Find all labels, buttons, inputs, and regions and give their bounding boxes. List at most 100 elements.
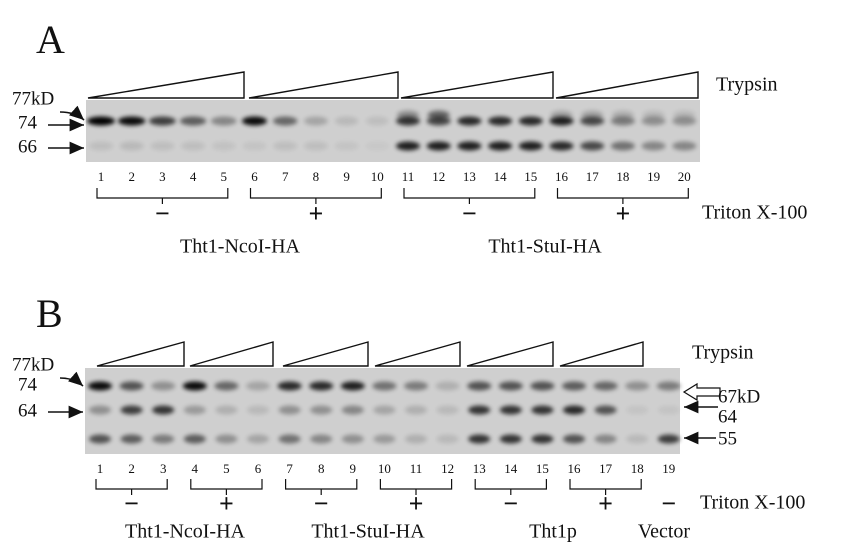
lane-number: 9 — [343, 169, 350, 184]
bracket — [285, 479, 358, 495]
band — [211, 116, 237, 126]
triton-sign: − — [661, 489, 676, 518]
band — [278, 405, 301, 415]
band — [642, 110, 665, 120]
band — [626, 434, 649, 444]
bracket — [96, 188, 229, 204]
band — [303, 141, 328, 151]
lane-number: 13 — [463, 169, 476, 184]
marker-label: 74 — [18, 374, 38, 395]
band — [531, 405, 554, 415]
band — [309, 381, 334, 391]
marker-label: 77kD — [12, 354, 54, 375]
trypsin-wedge — [374, 341, 461, 367]
band — [152, 434, 175, 444]
band — [673, 110, 696, 120]
band — [562, 381, 586, 391]
lane-number: 1 — [97, 461, 104, 476]
lane-number: 6 — [255, 461, 262, 476]
lane-number: 8 — [318, 461, 325, 476]
band — [310, 434, 333, 444]
band — [304, 116, 328, 126]
band — [149, 116, 176, 126]
lane-number: 2 — [128, 169, 135, 184]
trypsin-wedge — [282, 341, 369, 367]
triton-sign: + — [409, 489, 424, 518]
lane-number: 18 — [616, 169, 629, 184]
band — [215, 405, 238, 415]
trypsin-wedge — [559, 341, 644, 367]
treatment-label: Trypsin — [692, 342, 754, 364]
band — [550, 110, 573, 120]
band — [467, 381, 492, 391]
band — [273, 141, 298, 151]
band — [580, 141, 605, 151]
lane-number: 12 — [432, 169, 445, 184]
band — [404, 381, 428, 391]
lane-number: 1 — [98, 169, 105, 184]
construct-label: Tht1-NcoI-HA — [180, 236, 301, 258]
band — [373, 434, 396, 444]
trypsin-wedge — [248, 71, 399, 99]
lane-number: 10 — [378, 461, 391, 476]
band — [672, 141, 697, 151]
bracket — [249, 188, 382, 204]
lane-number: 14 — [504, 461, 518, 476]
band — [89, 405, 111, 415]
lane-number: 11 — [410, 461, 423, 476]
band — [277, 381, 302, 391]
treatment-label: Trypsin — [716, 74, 778, 96]
band — [119, 141, 144, 151]
band — [89, 141, 113, 151]
band — [340, 381, 365, 391]
bracket — [403, 188, 536, 204]
bracket — [95, 479, 168, 495]
band — [518, 141, 543, 151]
band — [183, 405, 206, 415]
band — [120, 405, 143, 415]
triton-sign: − — [462, 199, 477, 228]
band — [246, 381, 270, 391]
band — [625, 381, 650, 391]
lane-number: 7 — [282, 169, 289, 184]
band — [214, 381, 239, 391]
band — [594, 434, 617, 444]
band — [152, 405, 175, 415]
band — [641, 141, 666, 151]
band — [88, 381, 112, 391]
band — [593, 381, 618, 391]
band — [215, 434, 238, 444]
band — [594, 405, 617, 415]
band — [366, 116, 389, 126]
band — [341, 405, 364, 415]
lane-number: 18 — [631, 461, 644, 476]
band — [211, 141, 236, 151]
band — [120, 434, 143, 444]
band — [397, 110, 419, 120]
lane-number: 13 — [473, 461, 486, 476]
band — [334, 141, 359, 151]
band — [405, 434, 427, 444]
marker-label: 64 — [18, 400, 38, 421]
triton-label: Triton X-100 — [700, 492, 805, 514]
band — [373, 405, 396, 415]
arrows — [48, 105, 721, 445]
triton-sign: − — [155, 199, 170, 228]
marker-label: 64 — [718, 406, 738, 427]
lane-number: 11 — [402, 169, 415, 184]
band — [89, 434, 111, 444]
band — [396, 141, 420, 151]
panel-label: B — [36, 291, 63, 336]
band — [150, 141, 175, 151]
band — [341, 434, 364, 444]
lane-number: 20 — [678, 169, 691, 184]
lane-number: 7 — [286, 461, 293, 476]
panel-label: A — [36, 17, 65, 62]
triton-sign: − — [124, 489, 139, 518]
lane-number: 8 — [313, 169, 320, 184]
construct-label: Vector — [638, 521, 691, 543]
triton-sign: + — [598, 489, 613, 518]
marker-label: 74 — [18, 112, 38, 133]
